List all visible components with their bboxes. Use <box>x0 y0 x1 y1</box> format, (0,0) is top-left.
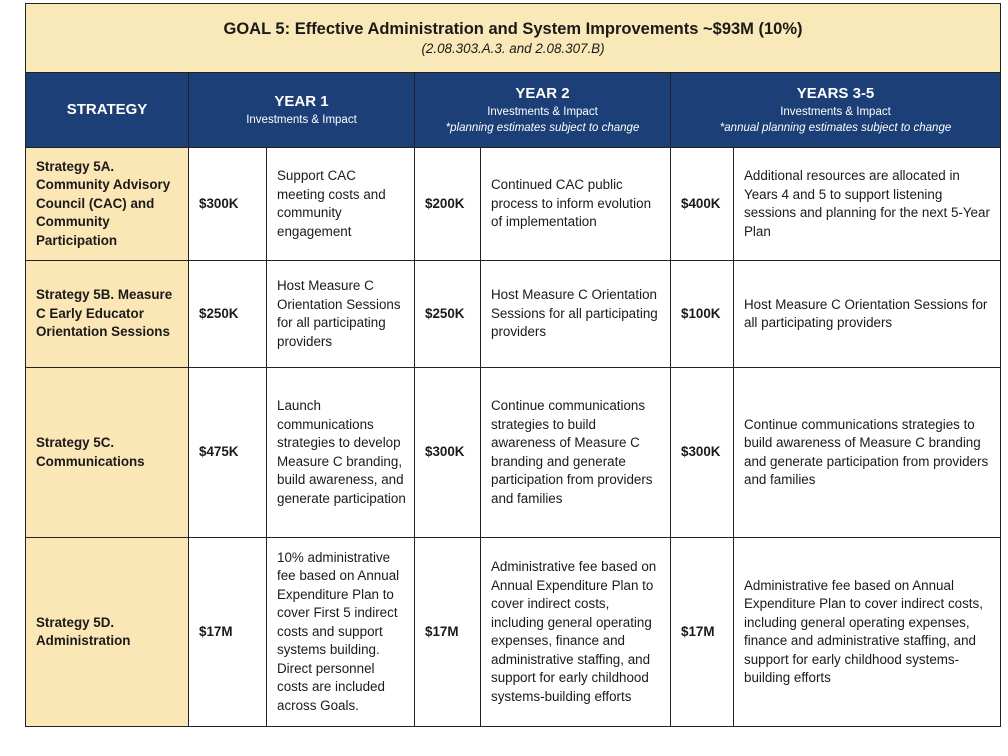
year1-amount: $475K <box>188 367 267 538</box>
year1-text: 10% administrative fee based on Annual E… <box>266 537 415 727</box>
table-row: Strategy 5D. Administration $17M 10% adm… <box>25 537 1002 727</box>
year1-amount: $17M <box>188 537 267 727</box>
year1-text: Host Measure C Orientation Sessions for … <box>266 260 415 368</box>
years35-text: Continue communications strategies to bu… <box>732 367 1002 538</box>
header-row: STRATEGY YEAR 1 Investments & Impact YEA… <box>25 72 1002 148</box>
header-years35-sub: Investments & Impact <box>780 106 891 118</box>
strategy-cell: Strategy 5C. Communications <box>25 367 189 538</box>
strategy-cell: Strategy 5A. Community Advisory Council … <box>25 147 189 261</box>
header-year1: YEAR 1 Investments & Impact <box>188 72 415 148</box>
goal-title: GOAL 5: Effective Administration and Sys… <box>223 19 803 38</box>
year2-amount: $17M <box>414 537 481 727</box>
goal-subtitle: (2.08.303.A.3. and 2.08.307.B) <box>421 40 605 56</box>
title-row: GOAL 5: Effective Administration and Sys… <box>24 3 1002 73</box>
years35-amount: $300K <box>670 367 734 538</box>
years35-text: Additional resources are allocated in Ye… <box>732 147 1002 261</box>
year1-text: Support CAC meeting costs and community … <box>266 147 415 261</box>
header-years35-note: *annual planning estimates subject to ch… <box>719 122 952 134</box>
year2-amount: $200K <box>414 147 481 261</box>
years35-amount: $17M <box>670 537 734 727</box>
year1-amount: $250K <box>188 260 267 368</box>
header-years35: YEARS 3-5 Investments & Impact *annual p… <box>669 72 1002 148</box>
header-year2-sub: Investments & Impact <box>487 106 598 118</box>
year1-amount: $300K <box>188 147 267 261</box>
years35-text: Host Measure C Orientation Sessions for … <box>732 260 1002 368</box>
year2-amount: $300K <box>414 367 481 538</box>
year2-text: Continued CAC public process to inform e… <box>480 147 671 261</box>
year2-text: Host Measure C Orientation Sessions for … <box>480 260 671 368</box>
table-row: Strategy 5B. Measure C Early Educator Or… <box>25 260 1002 368</box>
header-year2-note: *planning estimates subject to change <box>445 122 640 134</box>
years35-amount: $400K <box>670 147 734 261</box>
strategy-cell: Strategy 5B. Measure C Early Educator Or… <box>25 260 189 368</box>
strategy-cell: Strategy 5D. Administration <box>25 537 189 727</box>
title-cell: GOAL 5: Effective Administration and Sys… <box>24 3 1002 73</box>
table-row: Strategy 5C. Communications $475K Launch… <box>25 367 1002 538</box>
year1-text: Launch communications strategies to deve… <box>266 367 415 538</box>
header-year1-title: YEAR 1 <box>274 93 329 110</box>
years35-amount: $100K <box>670 260 734 368</box>
header-strategy: STRATEGY <box>25 72 189 148</box>
table-row: Strategy 5A. Community Advisory Council … <box>25 147 1002 261</box>
years35-text: Administrative fee based on Annual Expen… <box>732 537 1002 727</box>
goal-5-table: GOAL 5: Effective Administration and Sys… <box>24 3 1002 727</box>
header-year2: YEAR 2 Investments & Impact *planning es… <box>414 72 671 148</box>
header-year1-sub: Investments & Impact <box>246 114 357 126</box>
year2-amount: $250K <box>414 260 481 368</box>
header-year2-title: YEAR 2 <box>515 85 570 102</box>
year2-text: Administrative fee based on Annual Expen… <box>480 537 671 727</box>
header-strategy-label: STRATEGY <box>66 101 148 118</box>
year2-text: Continue communications strategies to bu… <box>480 367 671 538</box>
header-years35-title: YEARS 3-5 <box>796 85 875 102</box>
